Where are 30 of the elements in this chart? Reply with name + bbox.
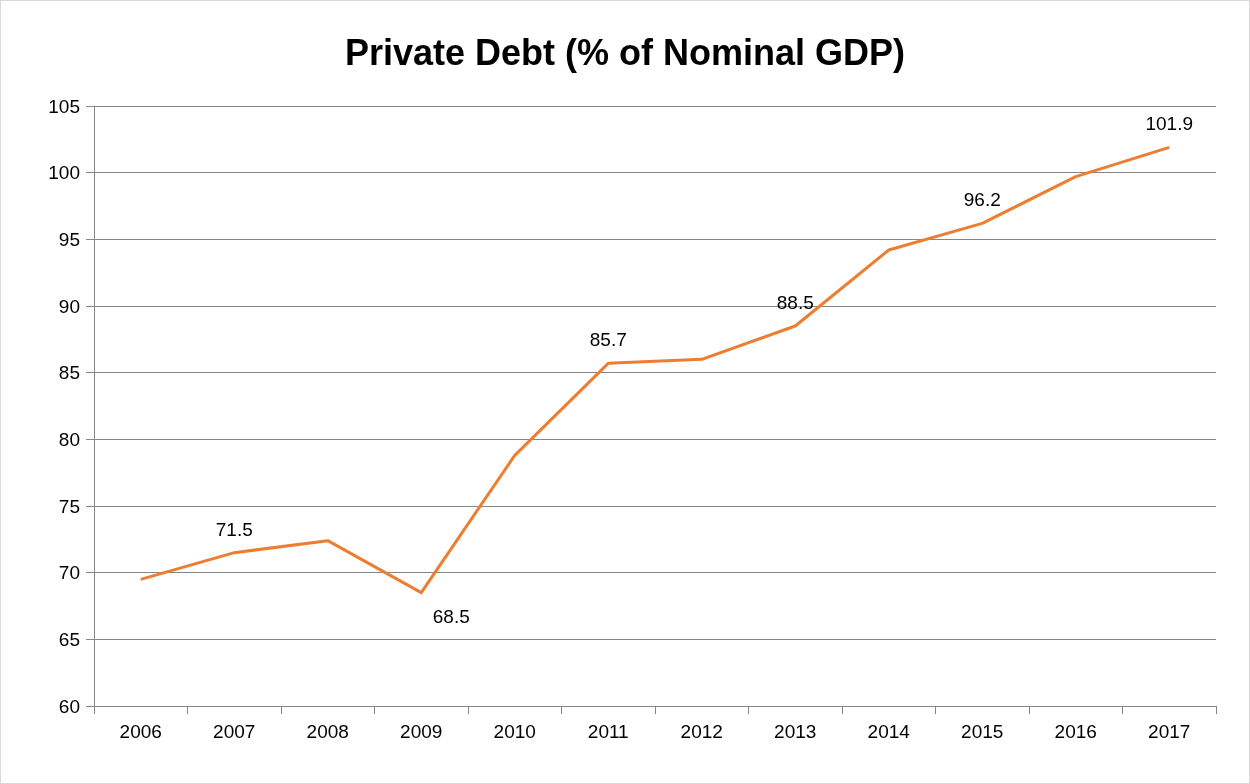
y-tick-label: 65 bbox=[58, 628, 80, 650]
data-label: 96.2 bbox=[963, 189, 1001, 211]
x-tick-label: 2009 bbox=[400, 721, 443, 742]
x-tick-label: 2008 bbox=[306, 721, 349, 742]
y-tick-label: 70 bbox=[58, 562, 80, 584]
x-tick-label: 2007 bbox=[213, 721, 256, 742]
y-tick-label: 60 bbox=[58, 695, 80, 717]
data-label: 85.7 bbox=[589, 329, 627, 351]
y-tick-label: 100 bbox=[48, 162, 80, 184]
data-label: 101.9 bbox=[1145, 113, 1194, 135]
y-tick-label: 90 bbox=[58, 295, 80, 317]
y-tick-label: 80 bbox=[58, 428, 80, 450]
chart-title: Private Debt (% of Nominal GDP) bbox=[344, 31, 906, 73]
y-tick-label: 105 bbox=[48, 95, 80, 117]
x-tick-label: 2010 bbox=[493, 721, 536, 742]
y-tick-label: 95 bbox=[58, 228, 80, 250]
y-tick-label: 75 bbox=[58, 495, 80, 517]
data-label: 88.5 bbox=[776, 292, 814, 313]
x-tick-label: 2006 bbox=[119, 721, 162, 742]
line-series bbox=[139, 145, 1171, 595]
x-tick-label: 2011 bbox=[587, 721, 629, 742]
x-tick-label: 2012 bbox=[680, 721, 723, 742]
y-tick-label: 85 bbox=[58, 362, 80, 384]
x-tick-label: 2015 bbox=[961, 721, 1004, 742]
x-tick-label: 2013 bbox=[774, 721, 817, 742]
x-tick-label: 2014 bbox=[867, 721, 911, 742]
x-tick-label: 2016 bbox=[1054, 721, 1097, 742]
data-label: 71.5 bbox=[215, 518, 253, 540]
x-tick-label: 2017 bbox=[1148, 721, 1191, 742]
data-label: 68.5 bbox=[432, 605, 470, 627]
